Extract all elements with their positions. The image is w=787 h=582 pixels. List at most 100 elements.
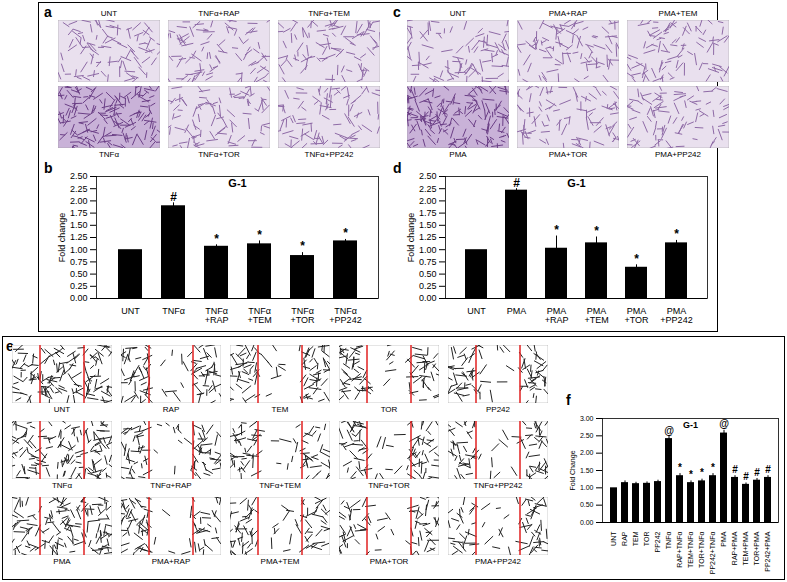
svg-text:G-1: G-1 [683, 420, 698, 430]
svg-text:#: # [170, 190, 177, 204]
svg-text:*: * [214, 232, 219, 246]
svg-text:TNFα+PP242: TNFα+PP242 [329, 306, 361, 325]
svg-text:*: * [711, 462, 715, 473]
svg-text:1.00: 1.00 [419, 245, 437, 255]
svg-text:*: * [689, 469, 693, 480]
svg-text:TNFα+TOR: TNFα+TOR [290, 306, 315, 325]
svg-text:*: * [594, 224, 599, 238]
svg-text:TEM: TEM [632, 531, 639, 546]
svg-text:*: * [634, 252, 639, 266]
svg-text:0.50: 0.50 [70, 269, 88, 279]
svg-text:PMA+RAP: PMA+RAP [545, 306, 569, 325]
svg-text:0.50: 0.50 [419, 269, 437, 279]
svg-text:2.00: 2.00 [70, 196, 88, 206]
html-text:UNT: UNT [100, 9, 118, 18]
svg-text:PP242: PP242 [654, 531, 661, 552]
html-text:TNFα: TNFα [98, 150, 120, 159]
svg-text:G-1: G-1 [228, 177, 246, 189]
svg-text:2.00: 2.00 [419, 196, 437, 206]
svg-text:*: * [554, 223, 559, 237]
html-text:PMA+RAP: PMA+RAP [548, 9, 588, 18]
svg-text:TNFα: TNFα [162, 306, 185, 316]
svg-text:Fold change: Fold change [406, 213, 416, 263]
svg-text:2.50: 2.50 [419, 171, 437, 181]
html-text:PMA: PMA [449, 150, 467, 159]
svg-text:PMA: PMA [720, 531, 727, 547]
svg-text:*: * [300, 239, 305, 253]
html-text:TNFα+TEM: TNFα+TEM [308, 9, 350, 18]
svg-text:#: # [754, 467, 760, 478]
svg-text:UNT: UNT [610, 531, 617, 546]
html-text:TOR: TOR [380, 405, 398, 414]
svg-text:RAP: RAP [621, 531, 628, 546]
svg-text:TNFα+TEM: TNFα+TEM [247, 306, 271, 325]
svg-text:TEM+TNFα: TEM+TNFα [687, 532, 694, 569]
svg-text:*: * [257, 228, 262, 242]
html-text:TNFα+RAP: TNFα+RAP [198, 9, 240, 18]
svg-text:#: # [732, 464, 738, 475]
svg-text:1.50: 1.50 [70, 220, 88, 230]
svg-text:1.25: 1.25 [70, 232, 88, 242]
svg-text:1.75: 1.75 [419, 208, 437, 218]
svg-text:3.00: 3.00 [580, 415, 594, 422]
svg-text:PMA+TOR: PMA+TOR [624, 306, 649, 325]
svg-text:#: # [765, 464, 771, 475]
svg-text:TEM+PMA: TEM+PMA [742, 531, 749, 565]
svg-text:1.75: 1.75 [70, 208, 88, 218]
svg-text:RAP+PMA: RAP+PMA [731, 531, 738, 565]
html-text:UNT: UNT [53, 405, 71, 414]
svg-text:0.00: 0.00 [419, 293, 437, 303]
svg-text:TOR+TNFα: TOR+TNFα [698, 532, 705, 568]
svg-text:TOR: TOR [643, 532, 650, 547]
svg-text:PMA+PP242: PMA+PP242 [660, 306, 692, 325]
svg-text:PMA: PMA [507, 306, 527, 316]
svg-text:*: * [674, 227, 679, 241]
svg-text:1.00: 1.00 [70, 245, 88, 255]
html-text:PP242: PP242 [486, 405, 510, 414]
svg-text:1.50: 1.50 [580, 467, 594, 474]
svg-text:RAP+TNFα: RAP+TNFα [676, 532, 683, 568]
html-text:TEM: TEM [271, 405, 289, 414]
svg-text:PP242+PMA: PP242+PMA [764, 531, 771, 572]
svg-text:UNT: UNT [467, 306, 486, 316]
html-text:PMA+PP242: PMA+PP242 [655, 150, 701, 159]
svg-text:1.50: 1.50 [419, 220, 437, 230]
svg-text:2.25: 2.25 [419, 184, 437, 194]
svg-text:#: # [743, 471, 749, 482]
svg-text:2.50: 2.50 [580, 432, 594, 439]
svg-text:@: @ [719, 418, 729, 429]
svg-text:0.75: 0.75 [70, 257, 88, 267]
svg-text:TNFα+RAP: TNFα+RAP [205, 306, 229, 325]
svg-text:#: # [513, 176, 520, 190]
html-text:UNT: UNT [449, 9, 467, 18]
svg-text:2.50: 2.50 [70, 171, 88, 181]
svg-text:0.25: 0.25 [419, 281, 437, 291]
svg-text:UNT: UNT [121, 306, 140, 316]
svg-text:TNFα: TNFα [665, 532, 672, 550]
svg-text:PMA+TEM: PMA+TEM [584, 306, 608, 325]
svg-text:*: * [678, 462, 682, 473]
html-text:TNFα: TNFα [51, 481, 73, 490]
svg-text:*: * [343, 226, 348, 240]
svg-text:1.00: 1.00 [580, 484, 594, 491]
svg-text:*: * [700, 467, 704, 478]
svg-text:0.00: 0.00 [580, 519, 594, 526]
svg-text:@: @ [664, 425, 674, 436]
svg-text:0.75: 0.75 [419, 257, 437, 267]
svg-text:PP242+TNFα: PP242+TNFα [709, 532, 716, 575]
svg-text:G-1: G-1 [567, 177, 585, 189]
svg-text:TOR+PMA: TOR+PMA [753, 531, 760, 565]
svg-text:2.25: 2.25 [70, 184, 88, 194]
html-text:PMA+TEM: PMA+TEM [658, 9, 698, 18]
svg-text:1.25: 1.25 [419, 232, 437, 242]
html-text:TNFα+PP242: TNFα+PP242 [304, 150, 354, 159]
svg-text:0.50: 0.50 [580, 501, 594, 508]
svg-text:Fold Change: Fold Change [569, 450, 577, 490]
svg-text:2.00: 2.00 [580, 449, 594, 456]
svg-text:Fold change: Fold change [57, 213, 67, 263]
html-text:TNFα+TOR: TNFα+TOR [198, 150, 240, 159]
html-text:RAP: RAP [162, 405, 180, 414]
svg-text:0.25: 0.25 [70, 281, 88, 291]
html-text:PMA+TOR: PMA+TOR [548, 150, 588, 159]
svg-text:0.00: 0.00 [70, 293, 88, 303]
